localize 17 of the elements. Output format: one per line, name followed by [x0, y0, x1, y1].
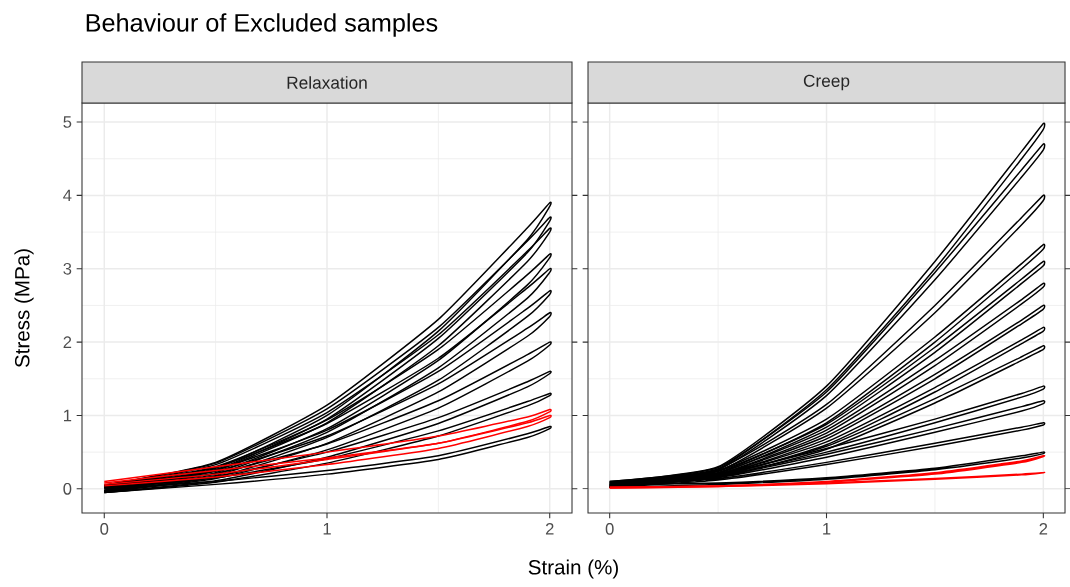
x-tick-label: 2 [545, 523, 554, 535]
y-tick-label: 0 [63, 482, 72, 495]
y-tick-label: 4 [63, 189, 72, 202]
y-tick-label: 1 [64, 409, 72, 422]
x-axis-title: Strain (%) [528, 559, 618, 579]
chart-subtitle: Relaxation [287, 76, 367, 89]
x-tick-label: 1 [323, 523, 331, 535]
x-tick-label: 2 [1039, 523, 1048, 535]
chart-subtitle: Creep [803, 74, 850, 91]
y-tick-label: 2 [63, 336, 72, 348]
x-tick-label: 0 [100, 523, 109, 535]
chart-title: Behaviour of Excluded samples [86, 13, 438, 37]
y-axis-title: Stress (MPa) [14, 249, 34, 368]
x-tick-label: 0 [605, 523, 614, 535]
y-tick-label: 5 [63, 116, 72, 128]
x-tick-label: 1 [823, 523, 831, 535]
y-tick-label: 3 [63, 262, 72, 275]
